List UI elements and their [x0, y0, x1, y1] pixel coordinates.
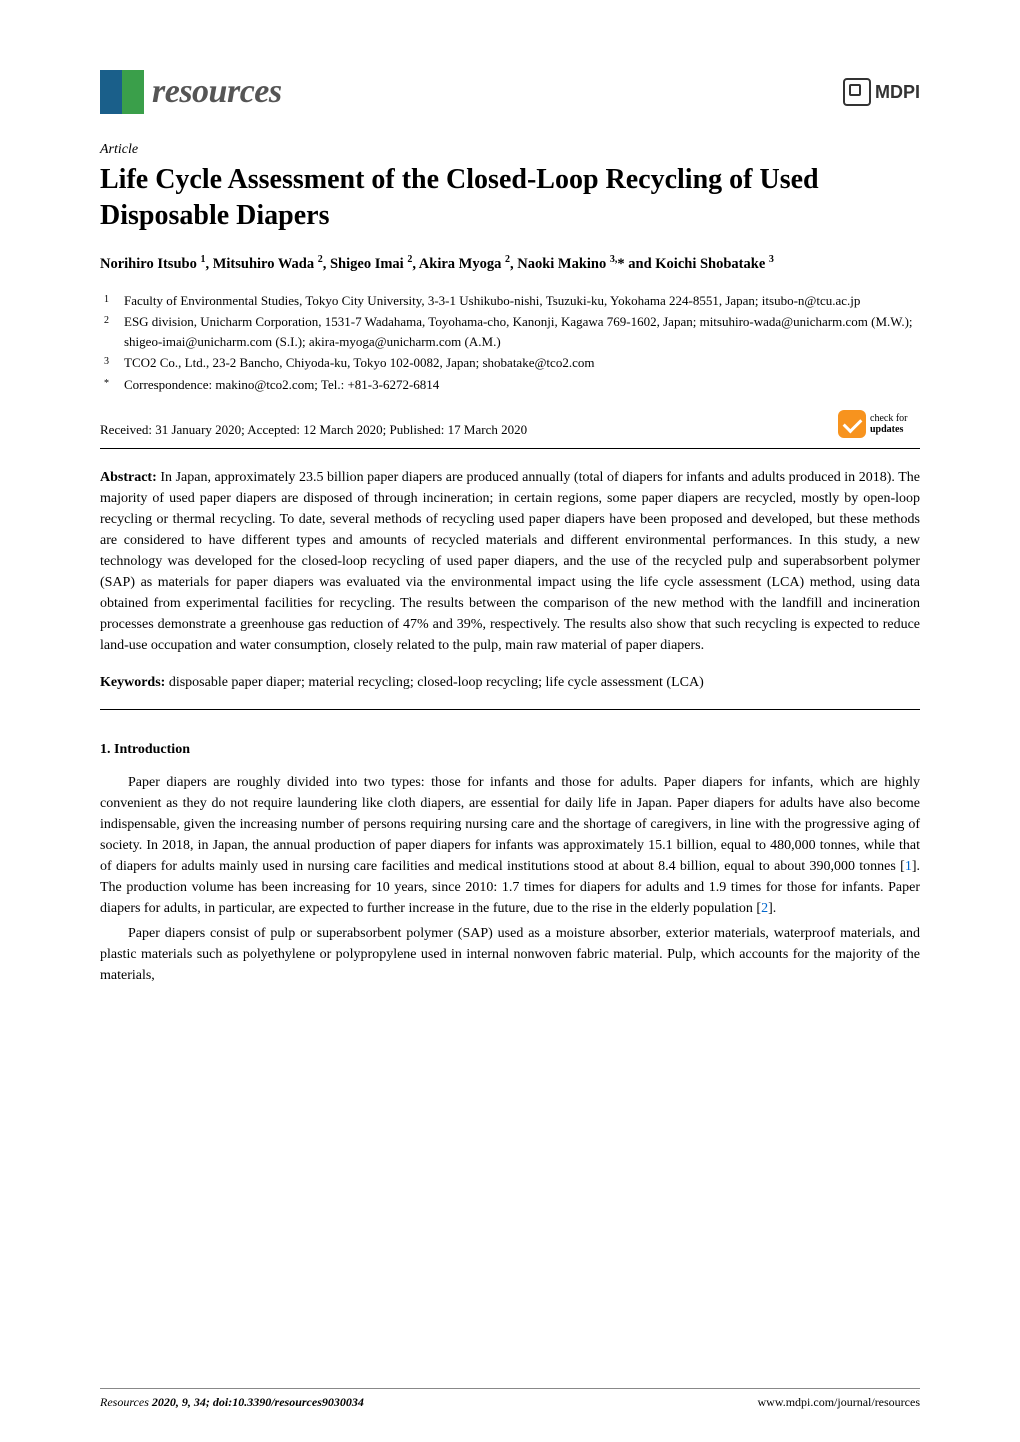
keywords-text: disposable paper diaper; material recycl… — [165, 675, 703, 690]
affiliation-row: * Correspondence: makino@tco2.com; Tel.:… — [124, 375, 920, 395]
article-title: Life Cycle Assessment of the Closed-Loop… — [100, 162, 920, 235]
affiliation-num: 1 — [104, 291, 124, 311]
affiliation-num: 2 — [104, 312, 124, 351]
section-heading-introduction: 1. Introduction — [100, 742, 920, 758]
affiliation-text: TCO2 Co., Ltd., 23-2 Bancho, Chiyoda-ku,… — [124, 353, 920, 373]
footer-citation: Resources 2020, 9, 34; doi:10.3390/resou… — [100, 1395, 364, 1410]
mdpi-icon — [843, 78, 871, 106]
affiliation-num: 3 — [104, 353, 124, 373]
affiliation-row: 2 ESG division, Unicharm Corporation, 15… — [124, 312, 920, 351]
affiliation-row: 1 Faculty of Environmental Studies, Toky… — [124, 291, 920, 311]
check-updates-badge[interactable]: check for updates — [838, 410, 920, 438]
affiliation-row: 3 TCO2 Co., Ltd., 23-2 Bancho, Chiyoda-k… — [124, 353, 920, 373]
abstract-label: Abstract: — [100, 470, 157, 485]
footer-url: www.mdpi.com/journal/resources — [757, 1395, 920, 1410]
journal-logo: resources — [100, 70, 282, 114]
check-updates-icon — [838, 410, 866, 438]
page-footer: Resources 2020, 9, 34; doi:10.3390/resou… — [100, 1388, 920, 1410]
publication-dates: Received: 31 January 2020; Accepted: 12 … — [100, 410, 527, 438]
dates-row: Received: 31 January 2020; Accepted: 12 … — [100, 410, 920, 449]
affiliation-text: ESG division, Unicharm Corporation, 1531… — [124, 312, 920, 351]
abstract: Abstract: In Japan, approximately 23.5 b… — [100, 467, 920, 656]
body-paragraph: Paper diapers consist of pulp or superab… — [100, 923, 920, 986]
publisher-name: MDPI — [875, 82, 920, 103]
affiliation-text: Faculty of Environmental Studies, Tokyo … — [124, 291, 920, 311]
journal-name: resources — [152, 73, 282, 111]
citation-link[interactable]: 1 — [905, 859, 912, 874]
journal-logo-icon — [100, 70, 144, 114]
keywords: Keywords: disposable paper diaper; mater… — [100, 672, 920, 710]
article-type: Article — [100, 142, 920, 158]
affiliations: 1 Faculty of Environmental Studies, Toky… — [100, 291, 920, 395]
publisher-logo: MDPI — [843, 78, 920, 106]
check-updates-text: check for updates — [870, 413, 920, 435]
correspondence-text: Correspondence: makino@tco2.com; Tel.: +… — [124, 375, 920, 395]
author-list: Norihiro Itsubo 1, Mitsuhiro Wada 2, Shi… — [100, 253, 920, 275]
body-paragraph: Paper diapers are roughly divided into t… — [100, 772, 920, 919]
correspondence-marker: * — [104, 375, 124, 395]
keywords-label: Keywords: — [100, 675, 165, 690]
abstract-text: In Japan, approximately 23.5 billion pap… — [100, 470, 920, 653]
header-row: resources MDPI — [100, 70, 920, 114]
